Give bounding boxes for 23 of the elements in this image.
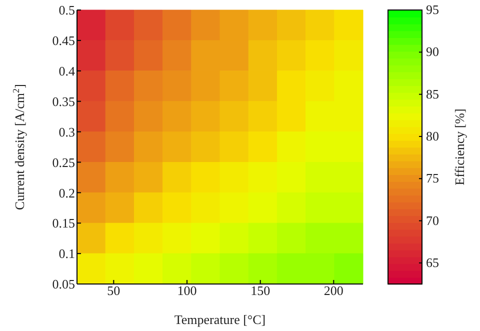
color-bar-label: 65 — [426, 254, 439, 270]
color-bar-title: Efficiency [%] — [452, 108, 467, 186]
x-tick-label: 50 — [107, 283, 120, 298]
y-tick-label: 0.45 — [52, 33, 75, 48]
y-tick-label: 0.2 — [58, 185, 75, 200]
y-tick-label: 0.35 — [52, 94, 75, 109]
y-tick-label: 0.15 — [52, 216, 75, 231]
color-bar-label: 95 — [426, 2, 439, 17]
color-bar-label: 70 — [426, 212, 439, 228]
x-tick-label: 200 — [324, 283, 344, 298]
y-tick-label: 0.25 — [52, 154, 75, 170]
x-axis-title: Temperature [°C] — [174, 312, 266, 327]
y-tick-label: 0.1 — [58, 246, 75, 262]
color-bar-label: 90 — [426, 44, 439, 60]
y-tick-label: 0.3 — [58, 124, 75, 140]
y-tick-label: 0.4 — [58, 64, 76, 79]
color-bar-label: 75 — [426, 170, 439, 186]
x-tick-label: 100 — [177, 283, 197, 298]
x-tick-label: 150 — [250, 283, 270, 298]
color-bar-label: 80 — [426, 128, 439, 144]
y-tick-label: 0.05 — [52, 276, 75, 292]
color-bar-label: 85 — [426, 86, 439, 102]
y-tick-label: 0.5 — [58, 2, 75, 18]
